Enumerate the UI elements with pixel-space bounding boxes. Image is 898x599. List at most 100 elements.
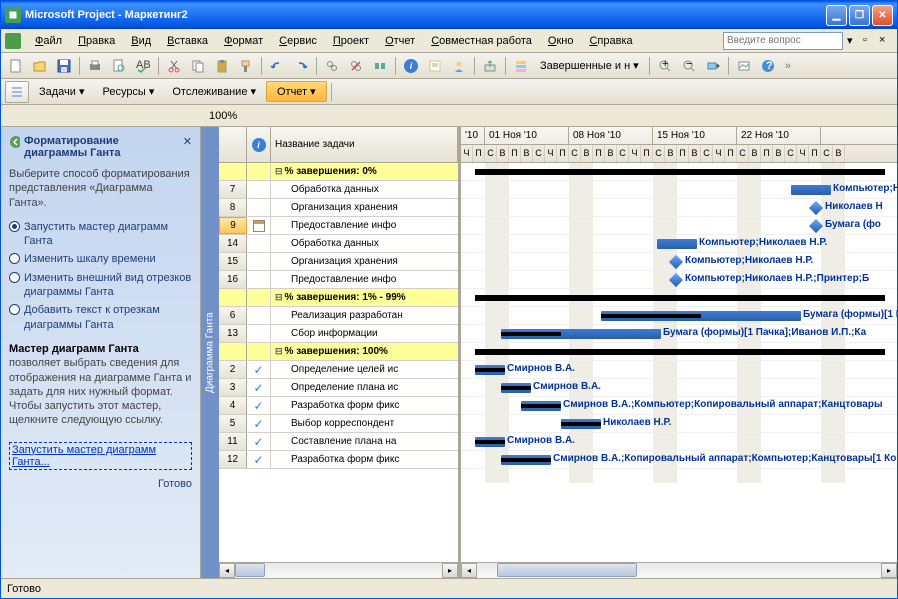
table-row[interactable]: 3✓Определение плана ис: [219, 379, 458, 397]
copy-icon[interactable]: [187, 55, 209, 77]
cut-icon[interactable]: [163, 55, 185, 77]
milestone[interactable]: [669, 255, 683, 269]
paste-icon[interactable]: [211, 55, 233, 77]
view-tab[interactable]: Диаграмма Ганта: [201, 127, 219, 578]
menu-Окно[interactable]: Окно: [540, 33, 582, 49]
format-option[interactable]: Запустить мастер диаграмм Ганта: [9, 220, 192, 249]
group-by-icon[interactable]: [510, 55, 532, 77]
zoom-out-icon[interactable]: −: [678, 55, 700, 77]
restore-window-icon[interactable]: ▫: [863, 34, 877, 48]
format-option[interactable]: Добавить текст к отрезкам диаграммы Гант…: [9, 303, 192, 332]
undo-icon[interactable]: [266, 55, 288, 77]
menu-app-icon[interactable]: [5, 33, 21, 49]
scroll-left-icon[interactable]: ◂: [461, 563, 477, 578]
milestone[interactable]: [809, 201, 823, 215]
unlink-icon[interactable]: [345, 55, 367, 77]
gantt-body[interactable]: Компьютер;НиНиколаев НБумага (фоКомпьюте…: [461, 163, 897, 562]
link-icon[interactable]: [321, 55, 343, 77]
table-row[interactable]: 9Предоставление инфо: [219, 217, 458, 235]
print-preview-icon[interactable]: [108, 55, 130, 77]
resources-button[interactable]: Ресурсы▾: [94, 83, 162, 100]
timescale[interactable]: '1001 Ноя '1008 Ноя '1015 Ноя '1022 Ноя …: [461, 127, 897, 163]
zoom-in-icon[interactable]: +: [654, 55, 676, 77]
task-bar[interactable]: [657, 239, 697, 249]
group-header[interactable]: ⊟% завершения: 0%: [219, 163, 458, 181]
info-icon[interactable]: i: [400, 55, 422, 77]
close-button[interactable]: ✕: [872, 5, 893, 26]
help-dropdown-icon[interactable]: ▾: [847, 34, 859, 47]
task-bar[interactable]: [791, 185, 831, 195]
table-row[interactable]: 11✓Составление плана на: [219, 433, 458, 451]
table-row[interactable]: 4✓Разработка форм фикс: [219, 397, 458, 415]
summary-bar[interactable]: [475, 349, 885, 355]
zoom-value[interactable]: 100%: [201, 110, 245, 122]
table-hscroll[interactable]: ◂ ▸: [219, 562, 458, 578]
group-header[interactable]: ⊟% завершения: 1% - 99%: [219, 289, 458, 307]
split-icon[interactable]: [369, 55, 391, 77]
table-row[interactable]: 13Сбор информации: [219, 325, 458, 343]
menu-Правка[interactable]: Правка: [70, 33, 123, 49]
format-option[interactable]: Изменить внешний вид отрезков диаграммы …: [9, 271, 192, 300]
table-row[interactable]: 8Организация хранения: [219, 199, 458, 217]
table-row[interactable]: 7Обработка данных: [219, 181, 458, 199]
menu-Сервис[interactable]: Сервис: [271, 33, 325, 49]
publish-icon[interactable]: [479, 55, 501, 77]
table-row[interactable]: 12✓Разработка форм фикс: [219, 451, 458, 469]
menu-Вставка[interactable]: Вставка: [159, 33, 216, 49]
menu-Файл[interactable]: Файл: [27, 33, 70, 49]
print-icon[interactable]: [84, 55, 106, 77]
scroll-right-icon[interactable]: ▸: [442, 563, 458, 578]
goto-task-icon[interactable]: [702, 55, 724, 77]
menu-Вид[interactable]: Вид: [123, 33, 159, 49]
table-row[interactable]: 5✓Выбор корреспондент: [219, 415, 458, 433]
menu-Справка[interactable]: Справка: [581, 33, 640, 49]
format-option[interactable]: Изменить шкалу времени: [9, 252, 192, 266]
scroll-left-icon[interactable]: ◂: [219, 563, 235, 578]
redo-icon[interactable]: [290, 55, 312, 77]
menu-Отчет[interactable]: Отчет: [377, 33, 423, 49]
pane-close-icon[interactable]: ✕: [183, 135, 192, 148]
open-icon[interactable]: [29, 55, 51, 77]
scroll-right-icon[interactable]: ▸: [881, 563, 897, 578]
table-row[interactable]: 15Организация хранения: [219, 253, 458, 271]
launch-wizard-link[interactable]: Запустить мастер диаграмм Ганта...: [9, 442, 192, 470]
gantt-hscroll[interactable]: ◂ ▸: [461, 562, 897, 578]
milestone[interactable]: [669, 273, 683, 287]
help-search-input[interactable]: [723, 32, 843, 50]
minimize-button[interactable]: ▁: [826, 5, 847, 26]
menu-Совместная работа[interactable]: Совместная работа: [423, 33, 540, 49]
milestone[interactable]: [809, 219, 823, 233]
save-icon[interactable]: [53, 55, 75, 77]
group-header[interactable]: ⊟% завершения: 100%: [219, 343, 458, 361]
help-icon[interactable]: ?: [757, 55, 779, 77]
format-painter-icon[interactable]: [235, 55, 257, 77]
notes-icon[interactable]: [424, 55, 446, 77]
copy-picture-icon[interactable]: [733, 55, 755, 77]
tasks-button[interactable]: Задачи▾: [31, 83, 92, 100]
summary-bar[interactable]: [475, 295, 885, 301]
header-id[interactable]: [219, 127, 247, 162]
week-header: 01 Ноя '10: [485, 127, 569, 144]
menu-Проект[interactable]: Проект: [325, 33, 377, 49]
new-icon[interactable]: [5, 55, 27, 77]
close-doc-icon[interactable]: ×: [879, 34, 893, 48]
table-row[interactable]: 16Предоставление инфо: [219, 271, 458, 289]
summary-bar[interactable]: [475, 169, 885, 175]
view-list-icon[interactable]: [5, 81, 29, 103]
filter-select[interactable]: Завершенные и н▾: [534, 57, 645, 74]
assign-icon[interactable]: [448, 55, 470, 77]
table-row[interactable]: 2✓Определение целей ис: [219, 361, 458, 379]
day-header: С: [617, 145, 629, 162]
maximize-button[interactable]: ❐: [849, 5, 870, 26]
header-indicator[interactable]: i: [247, 127, 271, 162]
spellcheck-icon[interactable]: ABC: [132, 55, 154, 77]
toolbar-overflow-icon[interactable]: »: [785, 60, 791, 72]
menu-Формат[interactable]: Формат: [216, 33, 271, 49]
titlebar[interactable]: Microsoft Project - Маркетинг2 ▁ ❐ ✕: [1, 1, 897, 29]
table-row[interactable]: 6Реализация разработан: [219, 307, 458, 325]
header-name[interactable]: Название задачи: [271, 127, 458, 162]
tracking-button[interactable]: Отслеживание▾: [164, 83, 264, 100]
report-button[interactable]: Отчет▾: [266, 81, 327, 102]
back-icon[interactable]: [9, 135, 20, 149]
table-row[interactable]: 14Обработка данных: [219, 235, 458, 253]
